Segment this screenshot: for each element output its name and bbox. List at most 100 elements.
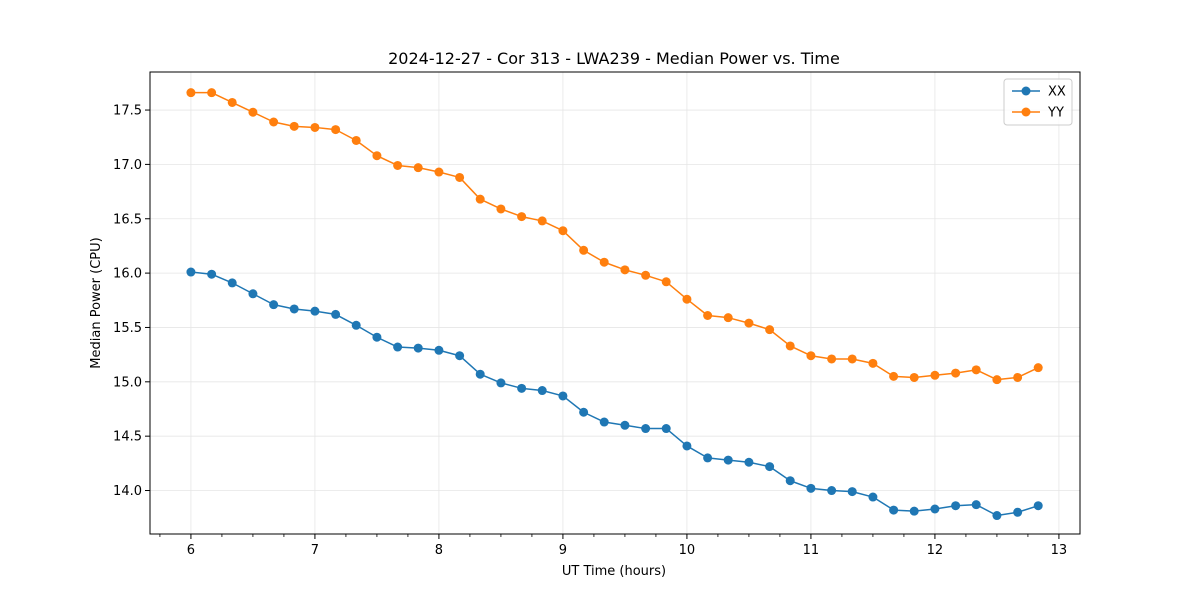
y-tick-label: 17.0 <box>113 158 142 173</box>
data-point-yy <box>393 160 403 170</box>
data-point-xx <box>1013 507 1023 517</box>
x-tick-label: 13 <box>1051 543 1068 558</box>
data-point-xx <box>475 369 485 379</box>
legend-marker <box>1021 107 1031 117</box>
data-point-yy <box>951 368 961 378</box>
data-point-yy <box>765 325 775 335</box>
data-point-yy <box>455 172 465 182</box>
legend-label: YY <box>1047 106 1064 121</box>
data-point-yy <box>889 371 899 381</box>
data-point-xx <box>1033 501 1043 511</box>
data-point-yy <box>289 121 299 131</box>
data-point-xx <box>744 457 754 467</box>
data-point-yy <box>703 311 713 321</box>
y-tick-label: 15.5 <box>113 321 142 336</box>
y-tick-label: 15.0 <box>113 375 142 390</box>
axes: 6 7 8 9 10 11 12 13 14.0 14.5 15.0 15.5 16.0 16.5 17.0… <box>113 71 1081 558</box>
data-point-xx <box>558 391 568 401</box>
data-point-xx <box>951 501 961 511</box>
data-point-yy <box>806 351 816 361</box>
data-point-xx <box>186 267 196 277</box>
data-point-yy <box>331 125 341 135</box>
data-point-yy <box>682 294 692 304</box>
data-point-xx <box>889 505 899 515</box>
legend-item-xx: XX <box>1012 85 1066 100</box>
data-point-xx <box>827 486 837 496</box>
data-point-xx <box>227 278 237 288</box>
data-point-yy <box>248 107 258 117</box>
data-point-xx <box>579 407 589 417</box>
series-layer <box>186 88 1043 521</box>
y-tick-label: 14.5 <box>113 430 142 445</box>
y-tick-label: 16.0 <box>113 267 142 282</box>
data-point-xx <box>620 420 630 430</box>
data-point-xx <box>661 424 671 434</box>
data-point-xx <box>310 306 320 316</box>
data-point-yy <box>269 117 279 127</box>
data-point-yy <box>992 375 1002 385</box>
data-point-xx <box>723 455 733 465</box>
data-point-xx <box>930 504 940 514</box>
data-point-xx <box>971 500 981 510</box>
data-point-yy <box>847 354 857 364</box>
series-xx <box>186 267 1043 521</box>
data-point-yy <box>496 204 506 214</box>
grid-lines <box>150 72 1080 534</box>
data-point-xx <box>909 506 919 516</box>
data-point-yy <box>310 122 320 132</box>
legend: XX YY <box>1003 78 1073 126</box>
data-point-xx <box>765 462 775 472</box>
data-point-xx <box>351 320 361 330</box>
data-point-xx <box>517 383 527 393</box>
y-tick-label: 14.0 <box>113 484 142 499</box>
y-tick-label: 17.5 <box>113 104 142 119</box>
data-point-yy <box>1013 372 1023 382</box>
data-point-yy <box>579 245 589 255</box>
data-point-xx <box>331 309 341 319</box>
data-point-yy <box>930 370 940 380</box>
data-point-yy <box>971 365 981 375</box>
data-point-yy <box>785 341 795 351</box>
x-tick-label: 12 <box>927 543 944 558</box>
data-point-xx <box>703 453 713 463</box>
data-point-xx <box>599 417 609 427</box>
data-point-yy <box>744 318 754 328</box>
data-point-xx <box>434 345 444 355</box>
data-point-xx <box>785 476 795 486</box>
x-tick-label: 6 <box>187 543 195 558</box>
x-tick-label: 10 <box>679 543 696 558</box>
data-point-xx <box>393 342 403 352</box>
plot-frame <box>149 71 1081 535</box>
data-point-xx <box>537 386 547 396</box>
y-tick-label: 16.5 <box>113 212 142 227</box>
data-point-yy <box>186 88 196 98</box>
x-tick-label: 11 <box>803 543 820 558</box>
x-axis-title: UT Time (hours) <box>562 564 666 579</box>
data-point-yy <box>351 135 361 145</box>
data-point-yy <box>661 277 671 287</box>
data-point-yy <box>372 151 382 161</box>
data-point-yy <box>620 265 630 275</box>
data-point-xx <box>682 441 692 451</box>
data-point-yy <box>475 194 485 204</box>
data-point-yy <box>227 97 237 107</box>
data-point-xx <box>455 351 465 361</box>
data-point-yy <box>537 216 547 226</box>
legend-item-yy: YY <box>1012 106 1064 121</box>
data-point-xx <box>847 487 857 497</box>
y-axis-title: Median Power (CPU) <box>89 237 104 368</box>
data-point-xx <box>641 424 651 434</box>
data-point-xx <box>269 300 279 310</box>
data-point-yy <box>723 313 733 323</box>
series-yy <box>186 88 1043 385</box>
legend-marker <box>1021 86 1031 96</box>
data-point-yy <box>909 372 919 382</box>
legend-label: XX <box>1048 85 1066 100</box>
x-tick-label: 9 <box>559 543 567 558</box>
data-point-xx <box>806 483 816 493</box>
data-point-xx <box>248 289 258 299</box>
data-point-xx <box>992 511 1002 521</box>
x-tick-label: 7 <box>311 543 319 558</box>
data-point-xx <box>207 269 217 279</box>
